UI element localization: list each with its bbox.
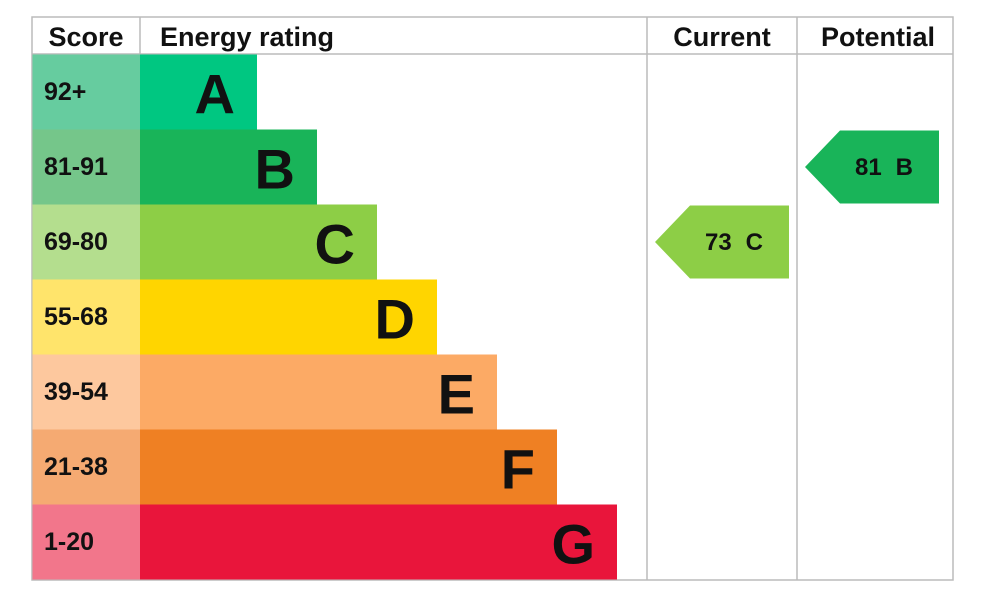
- potential-value: 81: [855, 154, 882, 181]
- rating-bar: [140, 204, 377, 280]
- rating-bar: [140, 504, 617, 580]
- rating-bar: [140, 354, 497, 430]
- header-potential: Potential: [821, 22, 935, 52]
- potential-letter: B: [896, 154, 913, 181]
- rating-letter: E: [438, 363, 475, 426]
- rating-letter: G: [551, 513, 595, 576]
- header-rating: Energy rating: [160, 22, 334, 52]
- potential-arrow: [805, 130, 939, 204]
- header-score: Score: [48, 22, 123, 52]
- score-cell: [32, 129, 140, 205]
- rating-bar: [140, 54, 257, 130]
- score-cell: [32, 54, 140, 130]
- score-label: 81-91: [44, 153, 108, 181]
- score-cell: [32, 279, 140, 355]
- score-label: 69-80: [44, 228, 108, 256]
- table-frame: [31, 16, 954, 581]
- score-label: 39-54: [44, 378, 108, 406]
- potential-label: 81 B: [855, 154, 913, 181]
- score-label: 1-20: [44, 528, 94, 556]
- score-label: 55-68: [44, 303, 108, 331]
- rating-letter: F: [501, 438, 535, 501]
- rating-bar: [140, 129, 317, 205]
- score-label: 92+: [44, 78, 86, 106]
- score-cell: [32, 204, 140, 280]
- rating-letter: D: [375, 288, 415, 351]
- current-value: 73: [705, 229, 732, 256]
- current-label: 73 C: [705, 229, 763, 256]
- current-arrow: [655, 205, 789, 279]
- score-cell: [32, 354, 140, 430]
- rating-letter: A: [195, 63, 235, 126]
- rating-letter: B: [255, 138, 295, 201]
- score-cell: [32, 504, 140, 580]
- header-current: Current: [673, 22, 771, 52]
- score-cell: [32, 429, 140, 505]
- score-label: 21-38: [44, 453, 108, 481]
- current-letter: C: [746, 229, 763, 256]
- rating-bar: [140, 279, 437, 355]
- rating-letter: C: [315, 213, 355, 276]
- rating-bar: [140, 429, 557, 505]
